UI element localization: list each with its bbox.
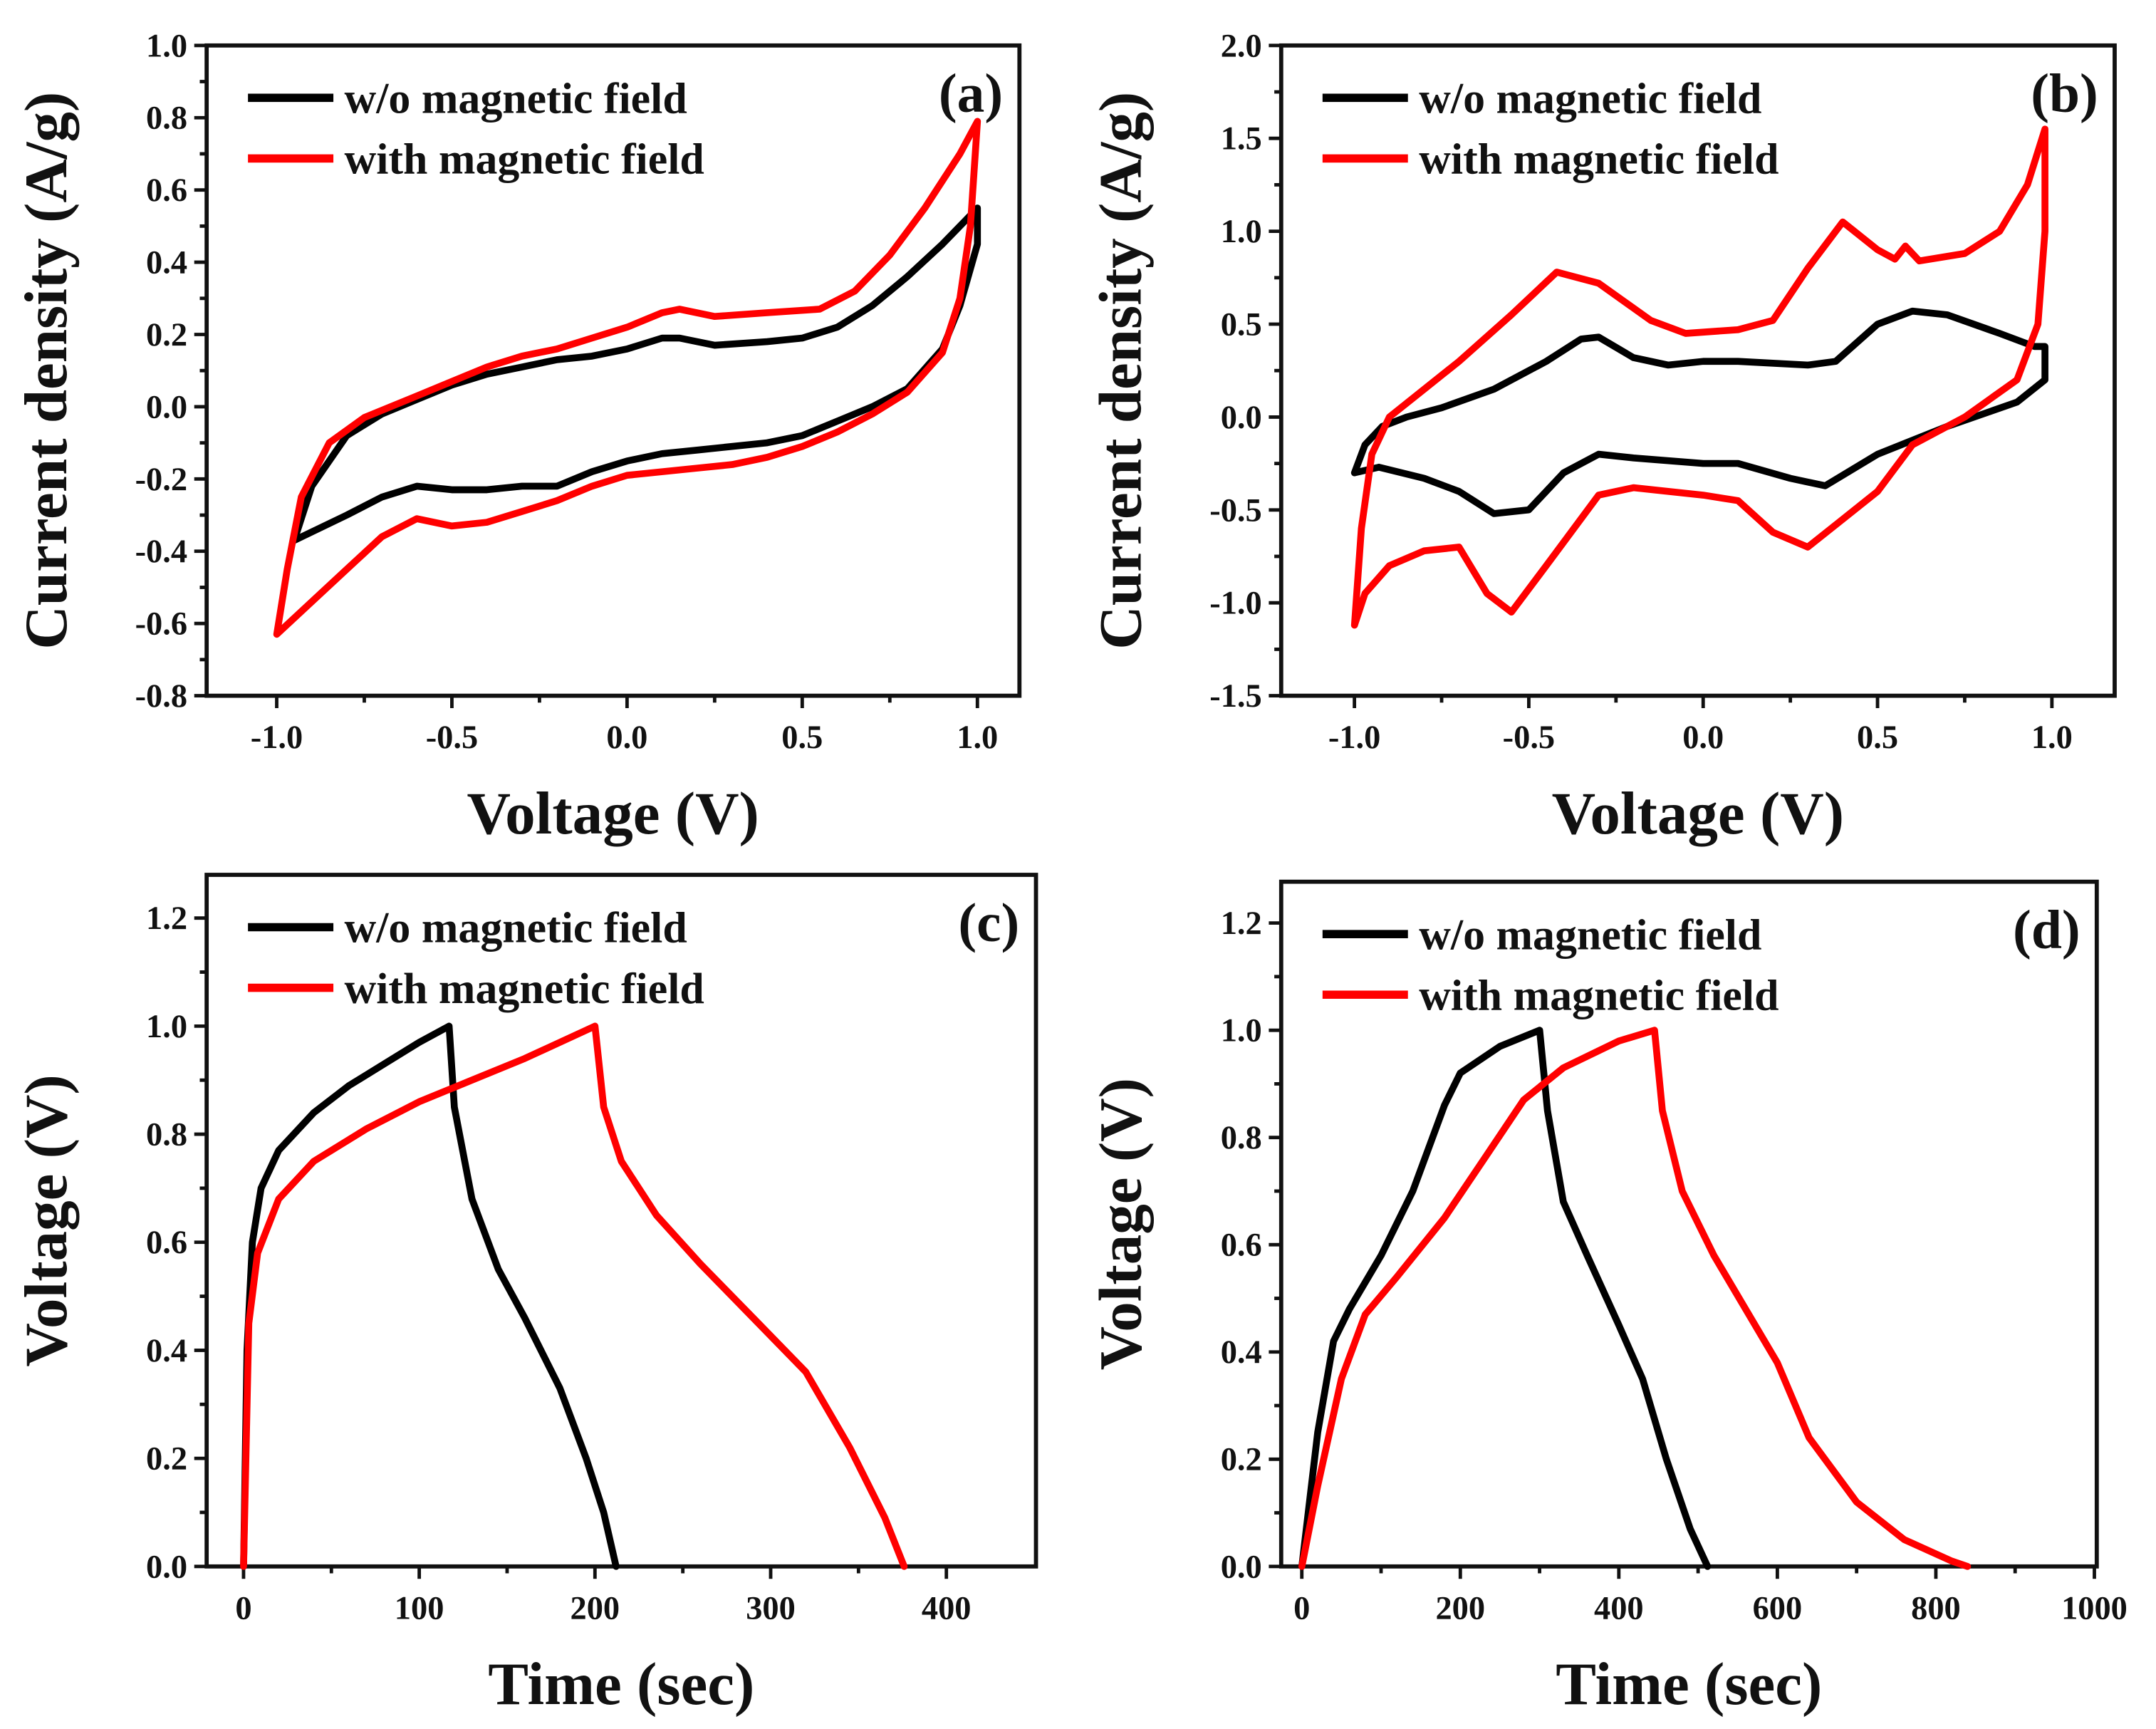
x-tick-label: 0.0 [606, 720, 647, 756]
y-axis-label: Voltage (V) [13, 1074, 80, 1366]
x-axis-label: Voltage (V) [1552, 780, 1844, 847]
y-tick-label: 0.0 [146, 1549, 187, 1585]
y-tick-label: 0.6 [1221, 1227, 1262, 1264]
legend-label: with magnetic field [345, 965, 704, 1013]
y-tick-label: 0.8 [146, 1117, 187, 1153]
y-tick-label: 1.5 [1221, 121, 1262, 157]
y-tick-label: 1.0 [1221, 214, 1262, 250]
panel-label: (b) [2031, 63, 2098, 124]
x-tick-label: 0 [235, 1590, 251, 1626]
series-line-with-field [240, 1022, 908, 1570]
legend-label: w/o magnetic field [345, 904, 687, 952]
y-tick-label: 0.2 [146, 1441, 187, 1478]
panel-a: -1.0 -0.5 0.0 0.5 1.0 -0.8 -0.6 -0.4 -0.2 0.0 0.2 0… [13, 28, 1022, 847]
y-tick-label: 2.0 [1221, 28, 1262, 64]
legend-label: with magnetic field [1419, 135, 1779, 184]
y-tick-label: 0.0 [1221, 1549, 1262, 1585]
y-axis-label: Voltage (V) [1087, 1078, 1154, 1370]
x-tick-label: -1.0 [251, 720, 303, 756]
y-tick-label: 0.0 [1221, 400, 1262, 436]
y-tick-label: 0.0 [146, 389, 187, 425]
y-tick-label: -0.6 [135, 606, 187, 643]
y-tick-label: -0.8 [135, 678, 187, 715]
x-tick-label: -0.5 [1503, 720, 1555, 756]
x-tick-label: 300 [746, 1590, 796, 1626]
x-tick-label: 0.5 [781, 720, 823, 756]
y-tick-label: 0.2 [1221, 1442, 1262, 1478]
series-line-with-field [273, 118, 981, 638]
y-axis-label: Current density (A/g) [1087, 92, 1154, 650]
plot-frame [1279, 879, 2099, 1569]
series-line-with-field [1350, 125, 2048, 629]
y-tick-label: 0.4 [146, 1333, 187, 1369]
x-tick-label: 1.0 [957, 720, 998, 756]
panel-label: (c) [958, 892, 1019, 953]
legend-label: with magnetic field [1419, 972, 1779, 1020]
x-tick-label: 0 [1293, 1590, 1310, 1626]
series-line-without-field [1298, 1027, 1712, 1570]
x-axis-label: Voltage (V) [467, 780, 759, 847]
y-tick-label: 0.6 [146, 172, 187, 209]
y-tick-label: -0.5 [1209, 492, 1261, 529]
legend-label: w/o magnetic field [1419, 75, 1761, 123]
y-tick-label: 0.5 [1221, 306, 1262, 343]
series-line-without-field [291, 204, 981, 544]
series-line-without-field [1350, 307, 2048, 517]
y-tick-label: 1.2 [146, 900, 187, 937]
y-tick-label: 1.0 [146, 1009, 187, 1045]
x-tick-label: 400 [1594, 1590, 1644, 1626]
y-tick-label: -0.2 [135, 462, 187, 498]
x-tick-label: 1000 [2061, 1590, 2128, 1626]
legend-label: w/o magnetic field [345, 75, 687, 123]
panel-c: 0 100 200 300 400 0.0 0.2 0.4 0.6 0.8 1.0 1.2 Time (… [13, 873, 1038, 1718]
y-tick-label: 0.6 [146, 1225, 187, 1261]
series-line-with-field [1298, 1027, 1972, 1570]
x-tick-label: 200 [1435, 1590, 1485, 1626]
x-axis-label: Time (sec) [488, 1651, 754, 1718]
y-tick-label: 0.4 [1221, 1334, 1262, 1371]
x-tick-label: 200 [571, 1590, 620, 1626]
x-axis-label: Time (sec) [1556, 1651, 1822, 1718]
panel-d: 0 200 400 600 800 1000 0.0 0.2 0.4 0.6 0.8 1.0 1.2 Ti… [1087, 879, 2128, 1718]
panel-b: -1.0 -0.5 0.0 0.5 1.0 -1.5 -1.0 -0.5 0.0 0.5 1.0 1.… [1087, 28, 2117, 847]
y-tick-label: 1.0 [1221, 1013, 1262, 1049]
y-tick-label: -1.0 [1209, 586, 1261, 622]
y-tick-label: 1.0 [146, 28, 187, 64]
plot-frame [204, 873, 1038, 1569]
x-tick-label: 800 [1911, 1590, 1961, 1626]
y-tick-label: -0.4 [135, 534, 187, 570]
x-tick-label: 1.0 [2031, 720, 2073, 756]
x-tick-label: -0.5 [426, 720, 478, 756]
y-tick-label: 1.2 [1221, 905, 1262, 942]
x-tick-label: 600 [1753, 1590, 1803, 1626]
legend-label: with magnetic field [345, 135, 704, 184]
panel-label: (a) [939, 63, 1003, 124]
x-tick-label: 0.0 [1682, 720, 1724, 756]
series-line-without-field [240, 1022, 620, 1570]
y-tick-label: 0.4 [146, 245, 187, 281]
y-tick-label: 0.2 [146, 317, 187, 353]
x-tick-label: -1.0 [1328, 720, 1380, 756]
y-axis-label: Current density (A/g) [13, 92, 80, 650]
x-tick-label: 0.5 [1857, 720, 1898, 756]
x-tick-label: 100 [395, 1590, 444, 1626]
x-tick-label: 400 [922, 1590, 972, 1626]
panel-label: (d) [2013, 899, 2081, 960]
legend-label: w/o magnetic field [1419, 910, 1761, 959]
y-tick-label: -1.5 [1209, 678, 1261, 715]
y-tick-label: 0.8 [146, 100, 187, 137]
y-tick-label: 0.8 [1221, 1120, 1262, 1156]
